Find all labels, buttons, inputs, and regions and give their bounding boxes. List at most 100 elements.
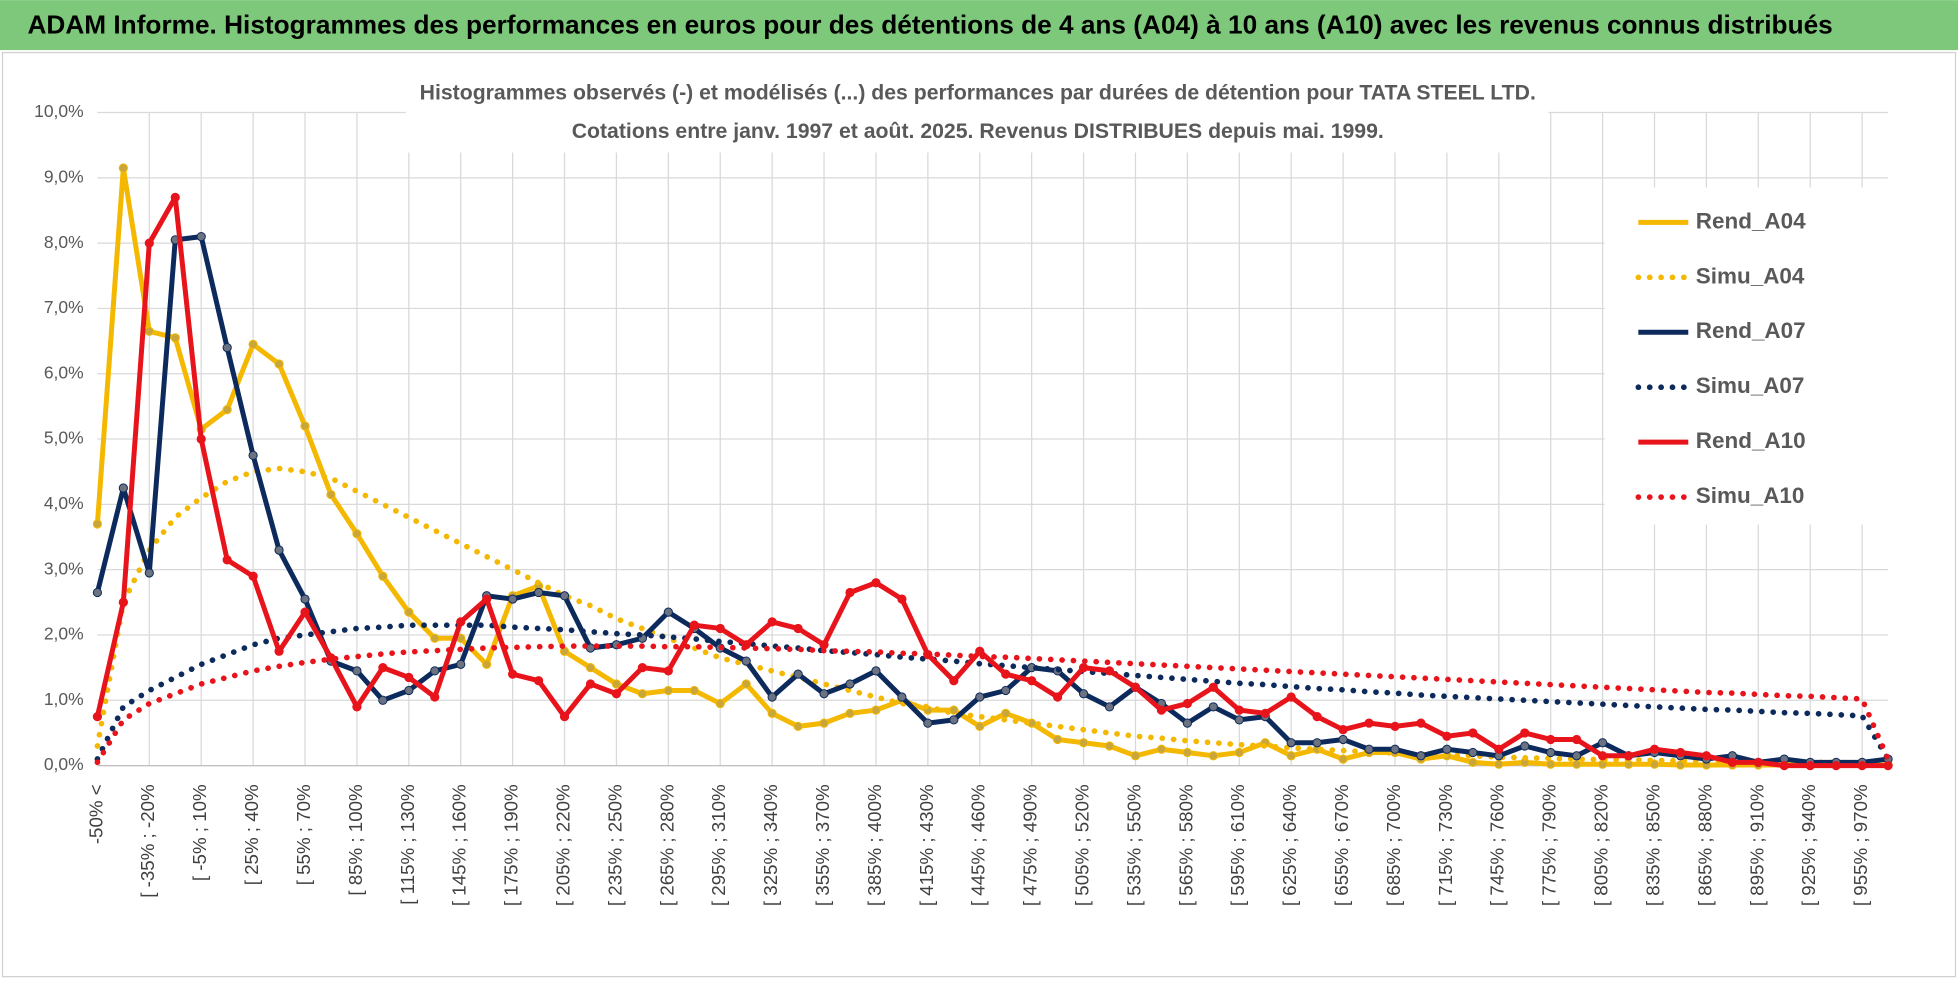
point [1208,702,1218,712]
x-tick-label: [ 355% ; 370% [812,784,833,906]
point [741,679,751,689]
point [1468,728,1478,738]
legend-label: Simu_A07 [1696,373,1805,398]
point [663,666,673,676]
point [533,587,544,598]
point [585,663,596,673]
point [1338,734,1348,745]
point [1546,734,1556,745]
legend-label: Simu_A10 [1696,483,1805,508]
point [897,692,907,702]
point [170,333,180,343]
point [378,571,388,581]
point [1546,759,1556,769]
point [1104,741,1115,751]
point [1364,744,1374,754]
point [300,594,310,604]
point [871,705,881,715]
point [793,721,803,732]
point [1390,744,1400,754]
point [248,450,258,461]
point [871,666,881,676]
point [274,359,284,369]
point [1286,692,1296,702]
point [1234,705,1244,715]
point [637,689,648,699]
x-tick-label: [ 835% ; 850% [1642,784,1663,906]
point [1520,728,1530,738]
x-tick-label: [ 85% ; 100% [345,784,366,895]
title-box [405,75,1549,153]
y-tick-label: 9,0% [44,166,84,186]
y-tick-label: 1,0% [44,689,84,709]
point [1260,708,1270,718]
x-tick-label: [ 55% ; 70% [293,784,314,885]
point [1572,751,1582,761]
point [1001,708,1011,718]
point [1286,751,1296,761]
point [1130,751,1141,761]
point [741,656,751,666]
x-tick-label: [ 625% ; 640% [1279,784,1300,906]
point [975,692,985,702]
point [118,597,128,607]
point [949,715,959,725]
x-tick-label: [ 535% ; 550% [1123,784,1144,906]
point [1416,718,1426,728]
point [559,591,570,601]
point [1883,760,1893,771]
point [845,679,855,689]
point [1442,744,1452,754]
point [637,663,648,673]
point [300,607,310,617]
x-tick-label: [ 655% ; 670% [1331,784,1352,906]
point [508,594,518,604]
x-tick-label: [ 565% ; 580% [1175,784,1196,906]
x-tick-label: [ 265% ; 280% [656,784,677,906]
point [767,617,777,627]
x-tick-label: [ 25% ; 40% [241,784,262,885]
legend: Rend_A04 Simu_A04 Rend_A07 Simu_A07 Rend_A10… [1635,208,1806,508]
point [897,594,907,604]
point [170,192,180,203]
point [1572,734,1582,745]
point [819,718,829,728]
point [118,163,128,173]
series-line [94,194,1889,769]
point [715,698,725,709]
point [352,666,362,676]
point [1312,711,1322,722]
legend-label: Rend_A10 [1696,428,1806,453]
point [404,672,414,683]
header-bar [0,0,1958,51]
point [456,617,466,627]
x-tick-label: [ 865% ; 880% [1694,784,1715,906]
point [793,623,803,634]
point [404,685,414,696]
point [1805,760,1815,771]
point [456,659,466,669]
point [1857,760,1867,771]
x-tick-label: [ 295% ; 310% [708,784,729,906]
point [274,545,284,555]
x-tick-label: [ -35% ; -20% [137,784,158,897]
x-tick-label: [ 475% ; 490% [1020,784,1041,906]
point [430,692,440,702]
x-tick-label: [ 805% ; 820% [1591,784,1612,906]
point [1494,759,1504,769]
y-tick-label: 2,0% [44,624,84,644]
point [585,679,596,689]
point [1779,760,1789,771]
legend-label: Rend_A07 [1696,318,1806,343]
point [196,231,206,242]
point [1208,682,1218,692]
point [378,663,388,673]
point [663,685,673,696]
x-tick-label: [ 775% ; 790% [1539,784,1560,906]
point [1753,757,1763,767]
x-tick-label: [ 685% ; 700% [1383,784,1404,906]
point [1572,759,1582,769]
point [1208,751,1218,761]
point [508,669,518,679]
point [144,238,154,248]
